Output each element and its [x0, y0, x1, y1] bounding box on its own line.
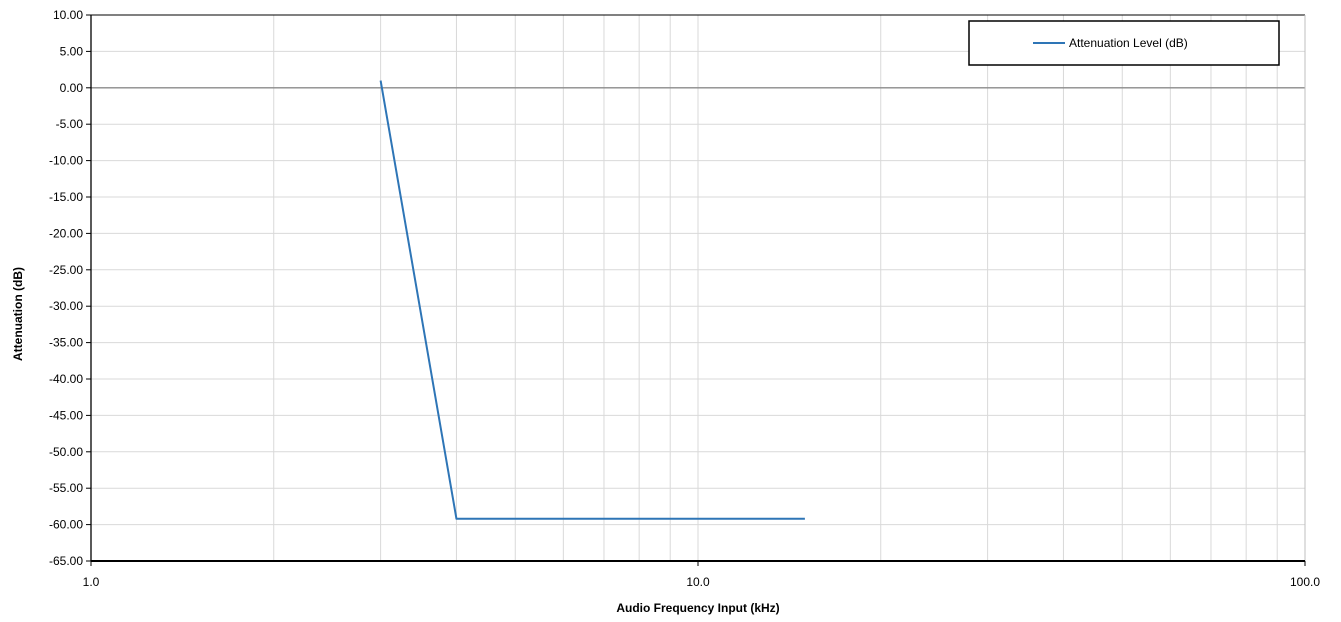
x-tick-labels: 1.0 10.0 100.0 [83, 575, 1321, 589]
y-tick-label: -30.00 [49, 299, 83, 313]
y-tick-label: -55.00 [49, 481, 83, 495]
y-tick-label: -60.00 [49, 518, 83, 532]
grid-lines [91, 14, 1305, 562]
y-axis-title: Attenuation (dB) [11, 267, 25, 361]
x-tick-label: 10.0 [686, 575, 710, 589]
axes [86, 14, 1306, 566]
y-tick-label: -25.00 [49, 263, 83, 277]
y-tick-label: -5.00 [56, 117, 84, 131]
x-tick-label: 1.0 [83, 575, 100, 589]
y-tick-label: -50.00 [49, 445, 83, 459]
y-tick-labels: 10.00 5.00 0.00 -5.00 -10.00 -15.00 -20.00 -25.… [49, 8, 83, 568]
y-tick-label: 10.00 [53, 8, 83, 22]
y-tick-label: -10.00 [49, 154, 83, 168]
series-lines [379, 80, 805, 520]
legend: Attenuation Level (dB) [968, 20, 1280, 66]
series-line-attenuation [379, 80, 805, 520]
x-axis-title: Audio Frequency Input (kHz) [616, 601, 779, 615]
legend-box [968, 20, 1280, 66]
y-tick-label: 5.00 [60, 44, 84, 58]
y-tick-label: -65.00 [49, 554, 83, 568]
y-tick-label: -35.00 [49, 336, 83, 350]
y-tick-label: 0.00 [60, 81, 84, 95]
y-tick-label: -45.00 [49, 408, 83, 422]
legend-label: Attenuation Level (dB) [1069, 36, 1188, 50]
x-tick-label: 100.0 [1290, 575, 1320, 589]
y-tick-label: -20.00 [49, 226, 83, 240]
y-tick-label: -40.00 [49, 372, 83, 386]
y-tick-label: -15.00 [49, 190, 83, 204]
